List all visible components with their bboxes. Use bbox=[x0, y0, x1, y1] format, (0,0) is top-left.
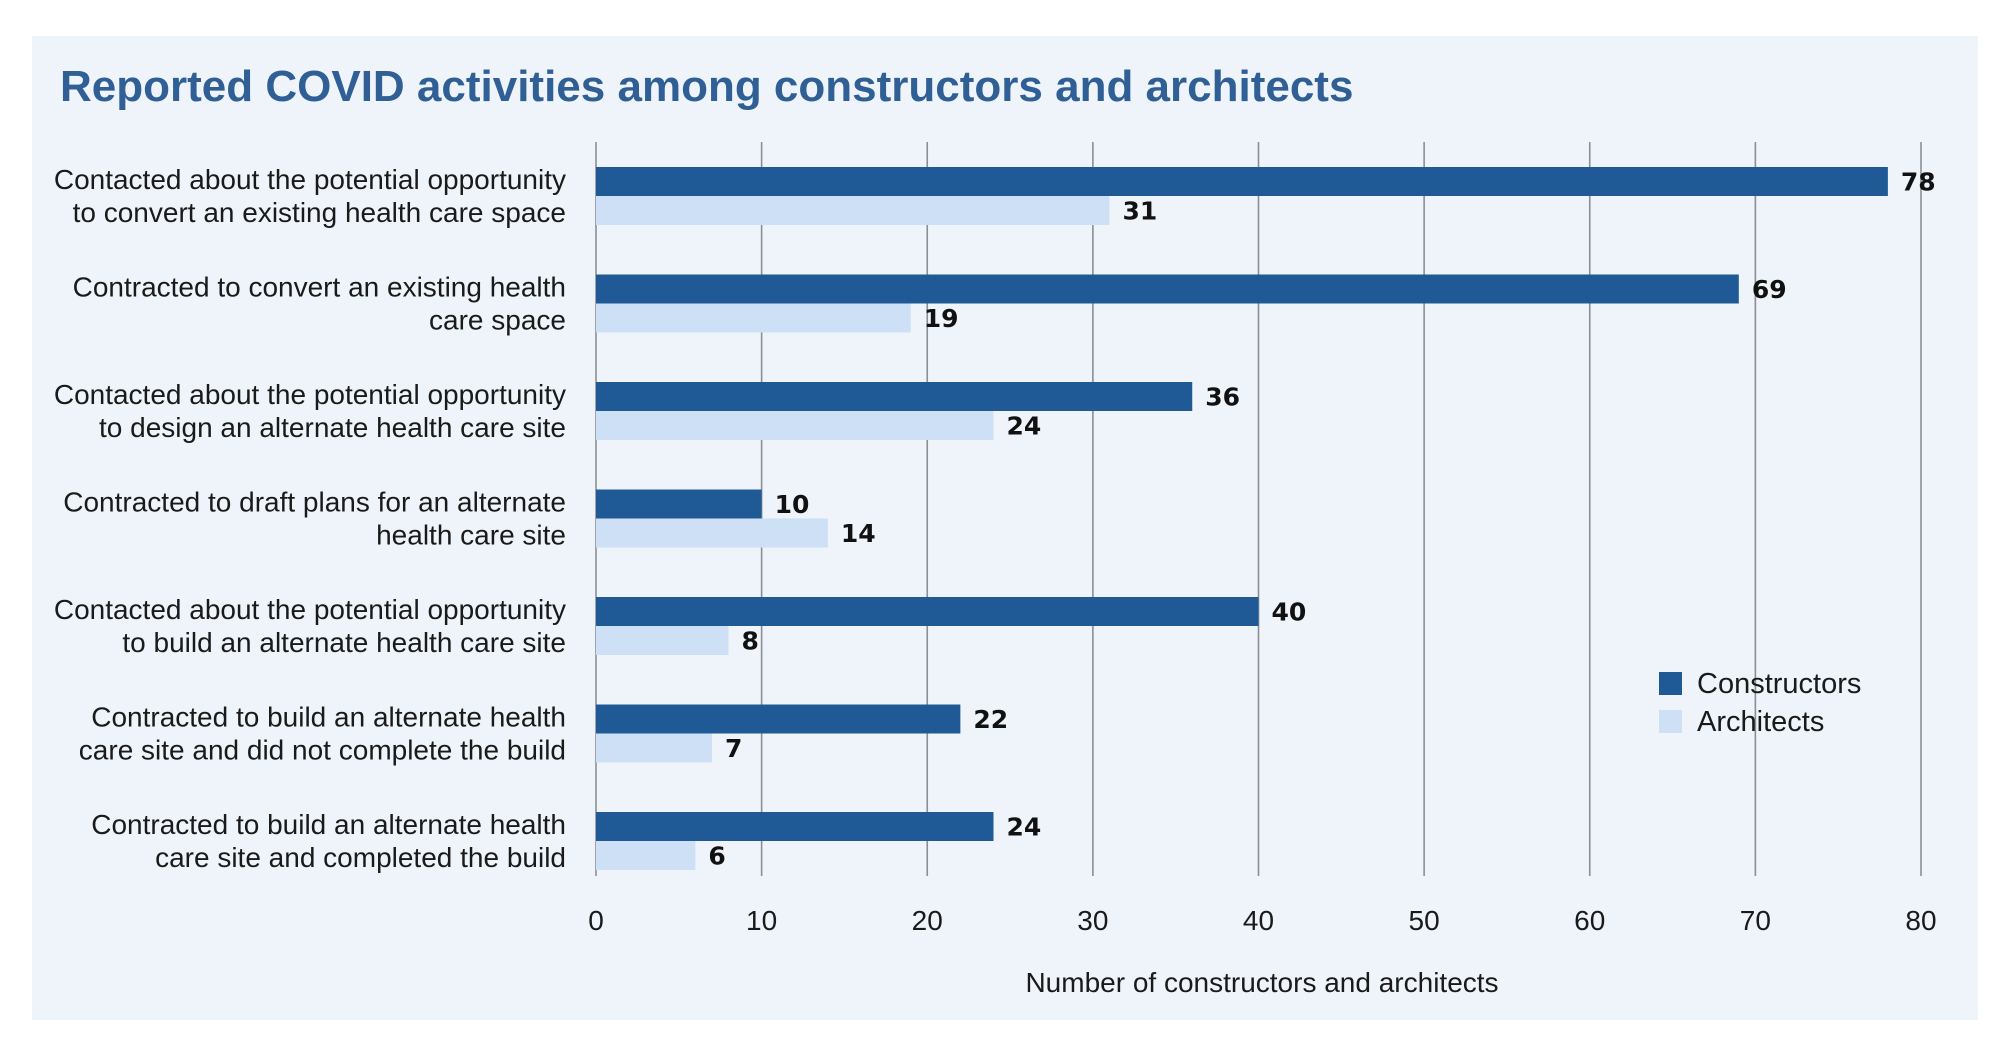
bar-architects bbox=[596, 518, 828, 548]
category-label: Contacted about the potential opportunit… bbox=[54, 164, 566, 195]
data-label: 78 bbox=[1901, 168, 1936, 197]
x-tick-label: 40 bbox=[1243, 905, 1274, 936]
legend-label-constructors: Constructors bbox=[1697, 668, 1861, 700]
x-tick-label: 10 bbox=[746, 905, 777, 936]
x-tick-label: 60 bbox=[1574, 905, 1605, 936]
bar-architects bbox=[596, 841, 696, 870]
category-label: to build an alternate health care site bbox=[122, 627, 566, 658]
bar-constructors bbox=[596, 167, 1888, 196]
category-label: Contacted about the potential opportunit… bbox=[54, 594, 566, 625]
x-tick-label: 0 bbox=[588, 905, 604, 936]
category-label: Contracted to build an alternate health bbox=[91, 809, 566, 840]
bar-constructors bbox=[596, 597, 1259, 626]
bar-architects bbox=[596, 303, 911, 333]
bar-constructors bbox=[596, 382, 1193, 411]
bar-constructors bbox=[596, 274, 1739, 304]
data-label: 36 bbox=[1205, 383, 1240, 412]
bar-architects bbox=[596, 626, 729, 655]
bar-architects bbox=[596, 196, 1110, 225]
chart-title: Reported COVID activities among construc… bbox=[60, 62, 1354, 111]
category-label: to convert an existing health care space bbox=[73, 197, 566, 228]
data-label: 8 bbox=[742, 627, 759, 656]
data-label: 14 bbox=[841, 519, 876, 548]
data-label: 24 bbox=[1007, 412, 1042, 441]
legend-swatch-architects bbox=[1659, 710, 1682, 733]
bar-constructors bbox=[596, 704, 961, 734]
x-axis-title: Number of constructors and architects bbox=[1025, 967, 1498, 998]
data-label: 24 bbox=[1007, 813, 1042, 842]
category-label: Contracted to convert an existing health bbox=[73, 272, 566, 303]
category-label: Contracted to draft plans for an alterna… bbox=[63, 487, 566, 518]
category-label: care site and did not complete the build bbox=[79, 735, 566, 766]
bar-architects bbox=[596, 411, 994, 440]
data-label: 22 bbox=[973, 705, 1008, 734]
category-label: health care site bbox=[376, 520, 566, 551]
x-tick-label: 30 bbox=[1077, 905, 1108, 936]
category-label: Contacted about the potential opportunit… bbox=[54, 379, 566, 410]
category-label: care space bbox=[429, 305, 566, 336]
bar-architects bbox=[596, 733, 712, 763]
category-label: Contracted to build an alternate health bbox=[91, 702, 566, 733]
x-tick-label: 80 bbox=[1905, 905, 1936, 936]
legend-swatch-constructors bbox=[1659, 672, 1682, 695]
data-label: 19 bbox=[924, 304, 959, 333]
x-tick-label: 20 bbox=[912, 905, 943, 936]
legend-label-architects: Architects bbox=[1697, 706, 1824, 738]
data-label: 6 bbox=[708, 842, 725, 871]
data-label: 69 bbox=[1752, 275, 1787, 304]
data-label: 10 bbox=[775, 490, 810, 519]
data-label: 40 bbox=[1272, 598, 1307, 627]
data-label: 31 bbox=[1122, 197, 1157, 226]
x-tick-label: 70 bbox=[1740, 905, 1771, 936]
bar-constructors bbox=[596, 489, 762, 519]
category-label: care site and completed the build bbox=[155, 842, 566, 873]
x-tick-label: 50 bbox=[1409, 905, 1440, 936]
data-label: 7 bbox=[725, 734, 742, 763]
bar-constructors bbox=[596, 812, 994, 841]
category-label: to design an alternate health care site bbox=[99, 412, 566, 443]
